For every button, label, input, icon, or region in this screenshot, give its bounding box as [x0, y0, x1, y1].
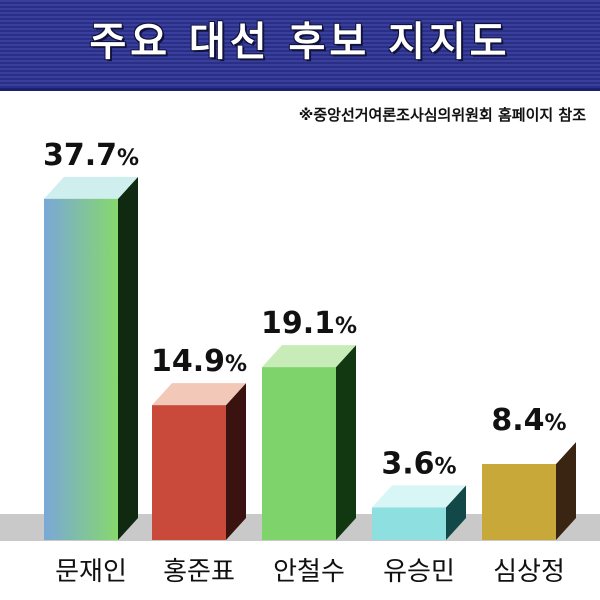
bar-side-0 — [118, 176, 138, 540]
bar-side-3 — [446, 485, 466, 540]
title-bar — [0, 0, 600, 91]
value-label-0: 37.7% — [43, 138, 139, 173]
category-label-2: 안철수 — [273, 557, 345, 587]
bar-side-1 — [226, 383, 246, 540]
bar-top-0 — [44, 176, 138, 199]
bar-side-2 — [336, 345, 356, 540]
bar-0 — [44, 198, 118, 540]
category-label-4: 심상정 — [493, 557, 565, 587]
category-label-3: 유승민 — [383, 557, 455, 587]
bar-1 — [152, 405, 226, 540]
bar-4 — [482, 463, 556, 540]
category-label-0: 문재인 — [55, 557, 127, 587]
bar-top-3 — [372, 485, 466, 508]
bar-side-4 — [556, 441, 576, 540]
bar-3 — [372, 507, 446, 540]
source-note: ※중앙선거여론조사심의위원회 홈페이지 참조 — [298, 106, 586, 124]
value-label-3: 3.6% — [381, 446, 456, 481]
bar-top-1 — [152, 383, 246, 406]
chart-title: 주요 대선 후보 지지도 — [89, 19, 511, 65]
bar-2 — [262, 367, 336, 540]
bar-top-2 — [262, 345, 356, 368]
bar-top-4 — [482, 441, 576, 464]
value-label-1: 14.9% — [151, 344, 247, 379]
value-label-2: 19.1% — [261, 306, 357, 341]
category-label-1: 홍준표 — [163, 557, 235, 587]
value-label-4: 8.4% — [491, 403, 566, 438]
